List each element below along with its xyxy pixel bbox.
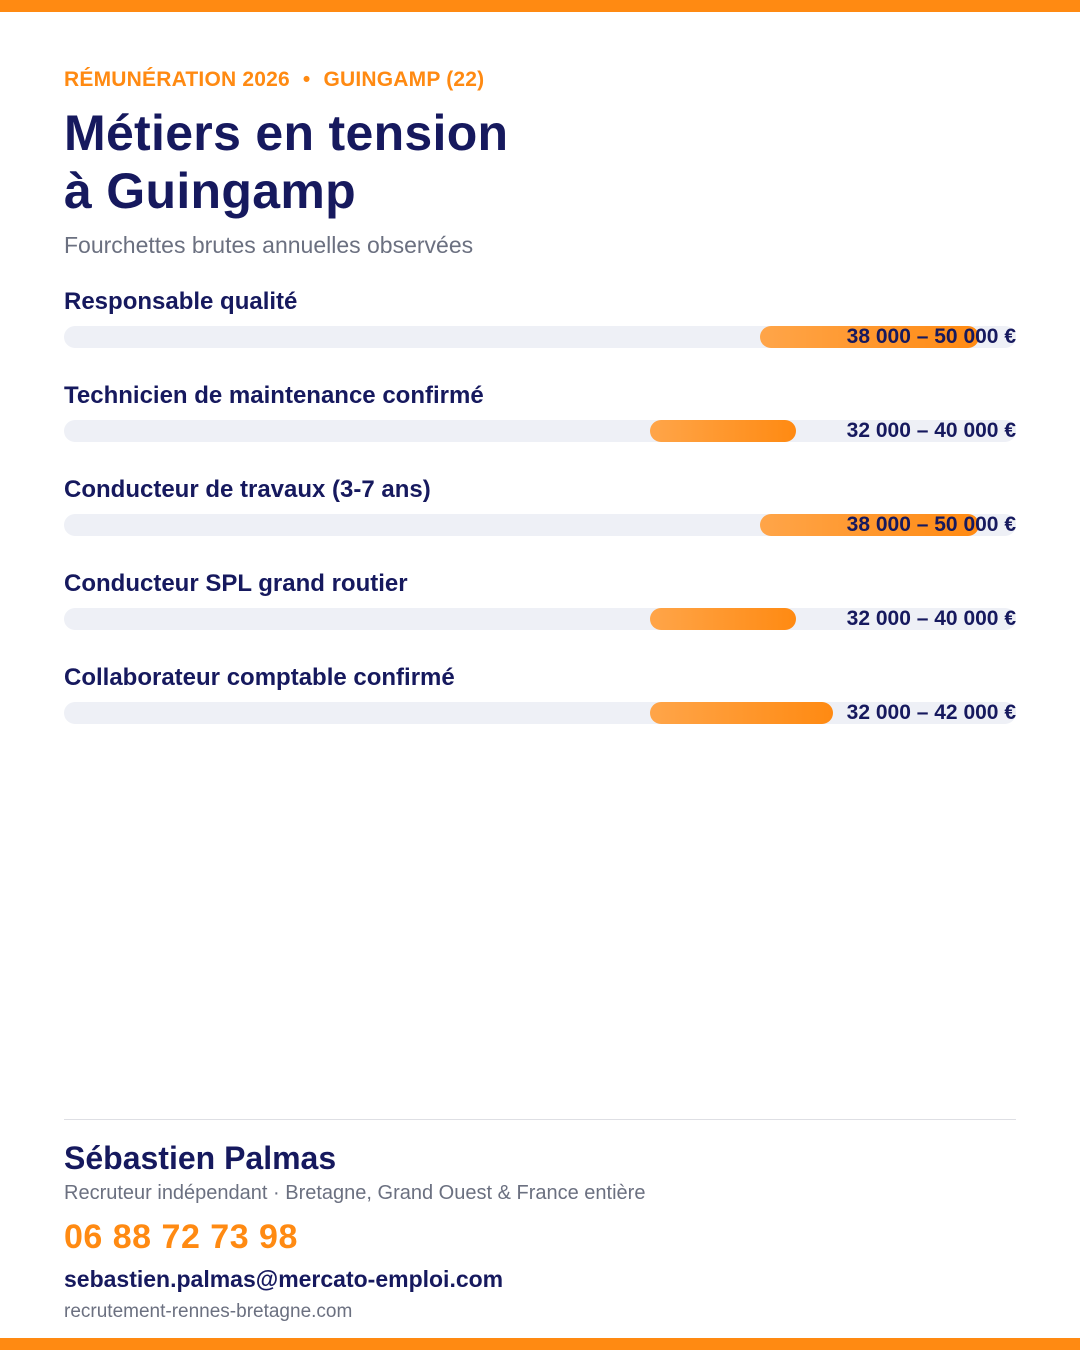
job-title-label: Responsable qualité xyxy=(64,288,298,315)
eyebrow-topic: RÉMUNÉRATION 2026 xyxy=(64,68,290,91)
salary-range-bar xyxy=(649,702,833,724)
phone-number[interactable]: 06 88 72 73 98 xyxy=(64,1218,298,1256)
salary-range-bar xyxy=(759,514,980,536)
range-track-wrapper: 32 000 – 40 000 € xyxy=(64,608,1016,630)
chart-row: Technicien de maintenance confirmé 32 000… xyxy=(64,378,1016,472)
range-track-wrapper: 38 000 – 50 000 € xyxy=(64,514,1016,536)
salary-range-value: 32 000 – 40 000 € xyxy=(846,419,1016,442)
chart-row: Responsable qualité 38 000 – 50 000 € xyxy=(64,284,1016,378)
salary-range-value: 32 000 – 42 000 € xyxy=(846,701,1016,724)
job-title-label: Conducteur de travaux (3-7 ans) xyxy=(64,476,431,503)
top-accent-bar xyxy=(0,0,1080,12)
salary-range-value: 32 000 – 40 000 € xyxy=(846,607,1016,630)
salary-range-value: 38 000 – 50 000 € xyxy=(846,325,1016,348)
salary-range-bar xyxy=(759,326,980,348)
email-address[interactable]: sebastien.palmas@mercato-emploi.com xyxy=(64,1266,504,1292)
salary-range-chart: Responsable qualité 38 000 – 50 000 € Tech… xyxy=(64,284,1016,754)
title-line-2: à Guingamp xyxy=(64,163,356,219)
footer-divider xyxy=(64,1119,1016,1120)
eyebrow-separator: • xyxy=(302,68,311,91)
salary-range-value: 38 000 – 50 000 € xyxy=(846,513,1016,536)
title-line-1: Métiers en tension xyxy=(64,105,509,161)
eyebrow-location: GUINGAMP (22) xyxy=(323,68,485,91)
bottom-accent-bar xyxy=(0,1338,1080,1350)
job-title-label: Technicien de maintenance confirmé xyxy=(64,382,484,409)
range-track-wrapper: 32 000 – 42 000 € xyxy=(64,702,1016,724)
subtitle: Fourchettes brutes annuelles observées xyxy=(64,232,474,258)
range-track-wrapper: 38 000 – 50 000 € xyxy=(64,326,1016,348)
chart-row: Conducteur de travaux (3-7 ans) 38 000 – … xyxy=(64,472,1016,566)
author-name: Sébastien Palmas xyxy=(64,1140,337,1176)
job-title-label: Conducteur SPL grand routier xyxy=(64,570,408,597)
range-track-wrapper: 32 000 – 40 000 € xyxy=(64,420,1016,442)
chart-row: Collaborateur comptable confirmé 32 000 –… xyxy=(64,660,1016,754)
salary-range-bar xyxy=(649,608,797,630)
website-link[interactable]: recrutement-rennes-bretagne.com xyxy=(64,1301,353,1322)
salary-range-bar xyxy=(649,420,797,442)
author-role: Recruteur indépendant · Bretagne, Grand … xyxy=(64,1182,646,1204)
page-title: Métiers en tension à Guingamp xyxy=(64,104,508,220)
chart-row: Conducteur SPL grand routier 32 000 – 40 … xyxy=(64,566,1016,660)
job-title-label: Collaborateur comptable confirmé xyxy=(64,664,455,691)
eyebrow: RÉMUNÉRATION 2026 • GUINGAMP (22) xyxy=(64,68,484,92)
